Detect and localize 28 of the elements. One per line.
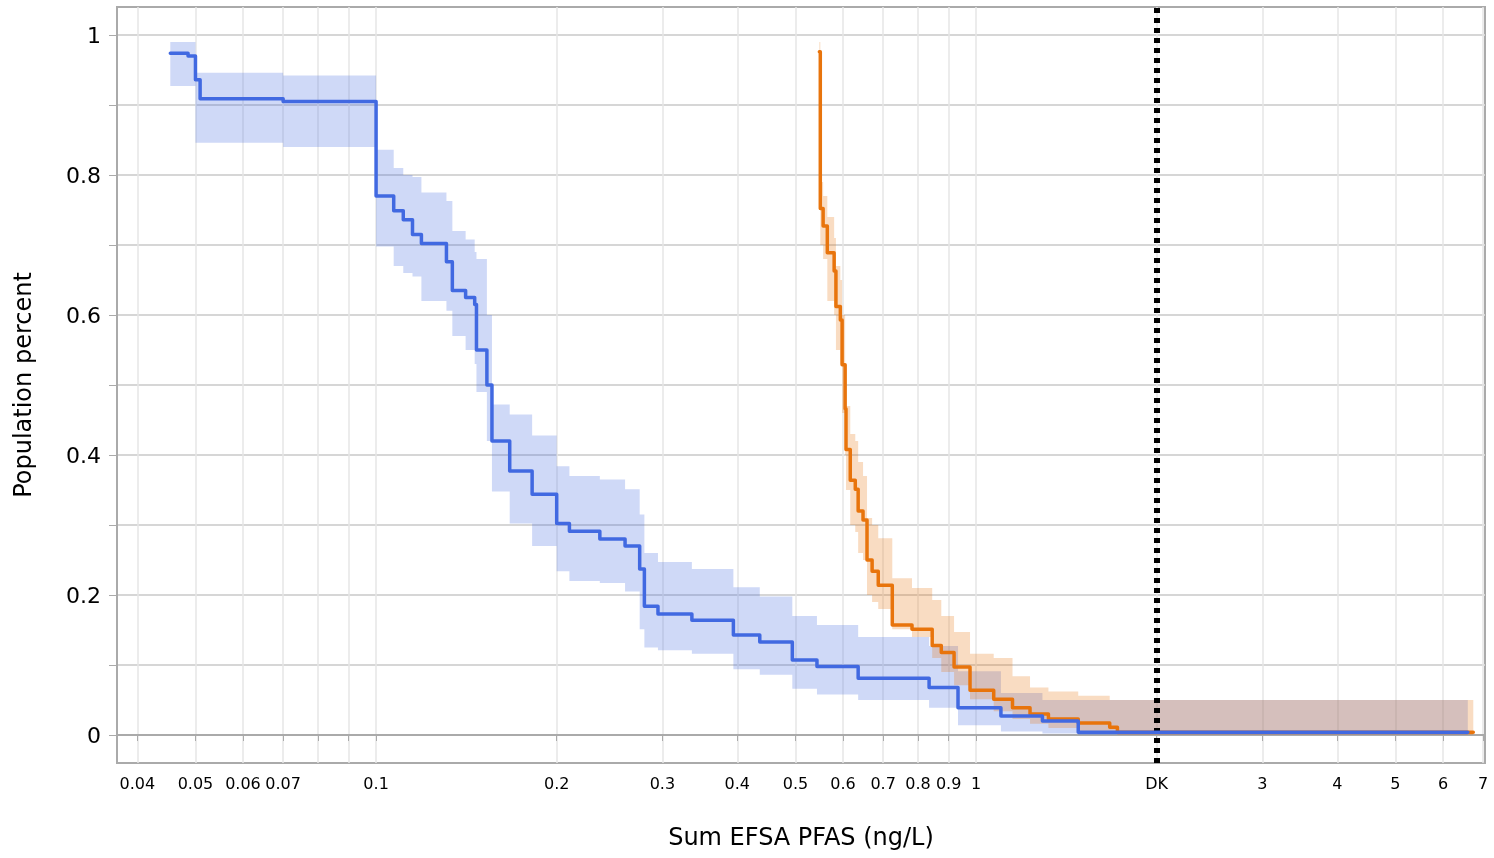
x-tick-label: 0.06 — [225, 773, 261, 793]
x-tick-label: 1 — [970, 773, 982, 793]
x-tick-label: DK — [1145, 773, 1169, 793]
x-tick-label: 0.3 — [649, 773, 676, 793]
x-tick-label: 0.04 — [119, 773, 156, 793]
x-tick-label: 3 — [1257, 773, 1268, 793]
y-tick-label: 0.4 — [66, 442, 101, 468]
y-tick-label: 0 — [87, 722, 101, 748]
x-tick-label: 0.8 — [905, 773, 931, 793]
y-tick-label: 0.8 — [66, 162, 101, 188]
x-tick-label: 0.7 — [870, 773, 896, 793]
y-axis-title: Population percent — [9, 272, 37, 498]
x-tick-label: 6 — [1437, 773, 1449, 793]
x-tick-label: 0.1 — [363, 773, 389, 793]
y-tick-label: 0.6 — [66, 302, 101, 328]
x-tick-label: 0.05 — [177, 773, 214, 793]
x-tick-label: 5 — [1390, 773, 1401, 793]
y-tick-label: 1 — [87, 22, 101, 48]
x-tick-label: 0.9 — [935, 773, 962, 793]
x-tick-label: 0.6 — [830, 773, 856, 793]
x-tick-label: 0.5 — [782, 773, 809, 793]
x-tick-label: 0.4 — [724, 773, 751, 793]
x-tick-label: 4 — [1332, 773, 1343, 793]
x-tick-label: 0.2 — [543, 773, 570, 793]
y-tick-label: 0.2 — [66, 582, 101, 608]
x-axis-title: Sum EFSA PFAS (ng/L) — [668, 823, 934, 851]
x-tick-label: 0.07 — [265, 773, 301, 793]
x-tick-label: 7 — [1478, 773, 1489, 793]
